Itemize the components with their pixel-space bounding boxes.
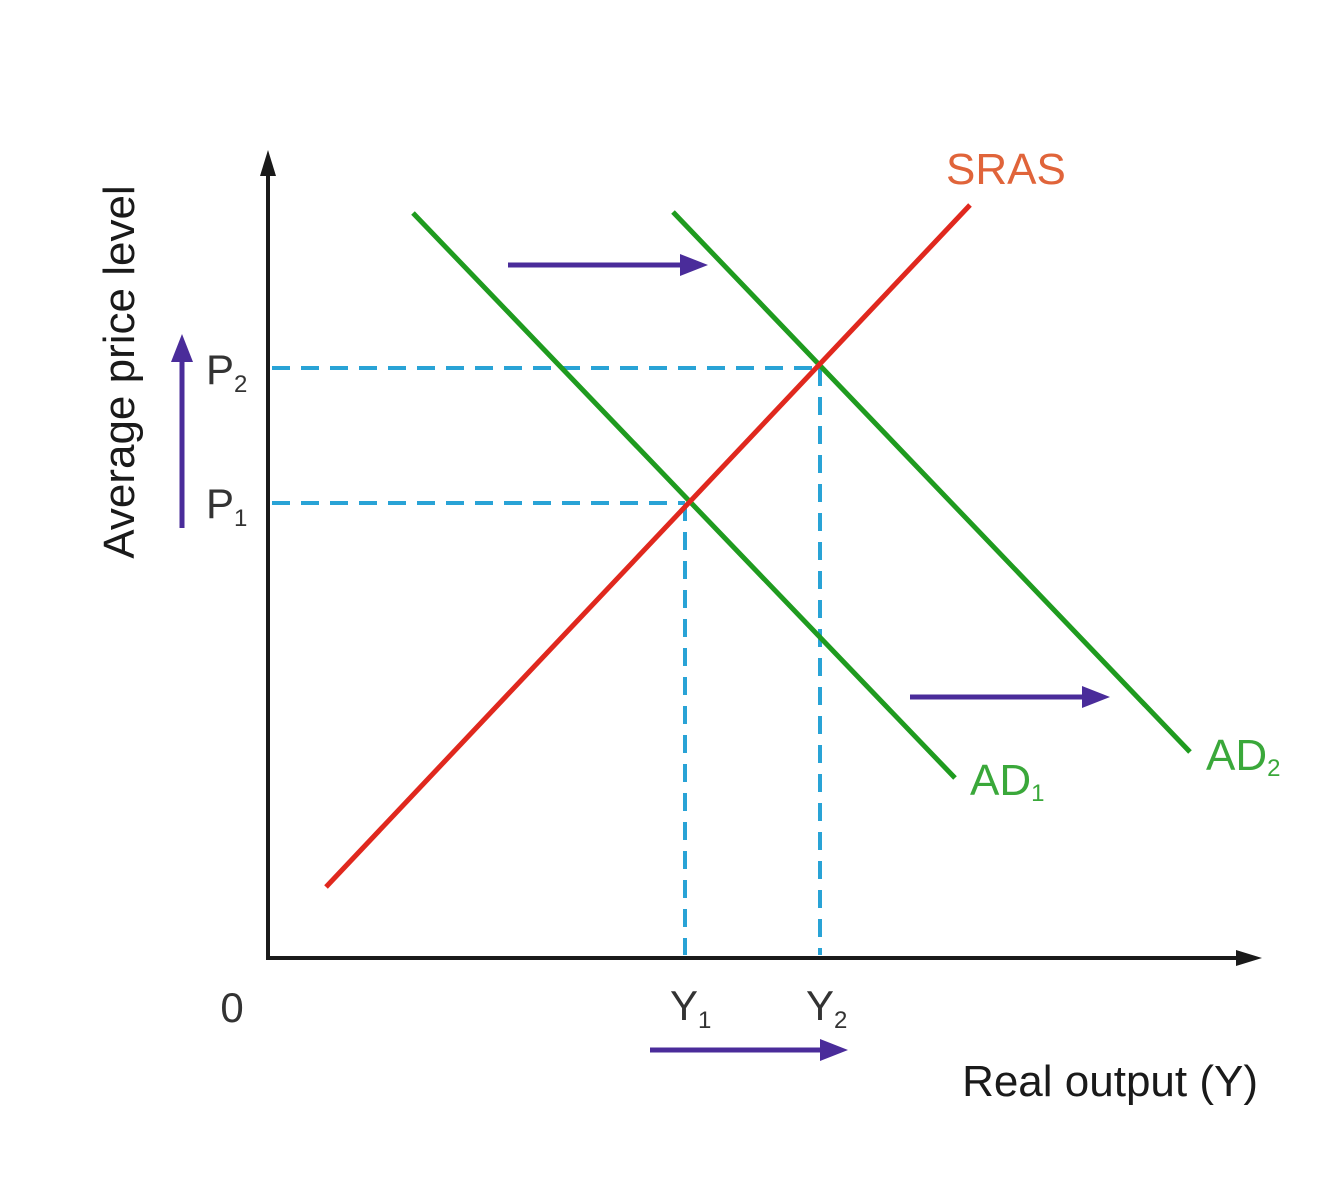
ad1-curve xyxy=(411,211,957,780)
ad2-label: AD2 xyxy=(1206,731,1280,782)
output-increase-arrowhead xyxy=(820,1039,848,1061)
ad-shift-arrowhead-top xyxy=(680,254,708,276)
ad1-label: AD1 xyxy=(970,756,1044,807)
y1-label: Y1 xyxy=(670,982,711,1034)
price-increase-arrowhead xyxy=(171,334,193,362)
p2-label: P2 xyxy=(206,346,247,398)
x-axis-title: Real output (Y) xyxy=(962,1057,1258,1106)
y-axis-title: Average price level xyxy=(95,185,144,558)
ad-shift-arrowhead-bottom xyxy=(1082,686,1110,708)
p1-label: P1 xyxy=(206,480,247,532)
y2-label: Y2 xyxy=(806,982,847,1034)
ad2-curve xyxy=(671,210,1192,754)
sras-label: SRAS xyxy=(946,145,1066,194)
y-axis-arrowhead xyxy=(260,150,276,176)
x-axis-arrowhead xyxy=(1236,950,1262,966)
sras-curve xyxy=(324,203,972,889)
origin-label: 0 xyxy=(220,984,243,1031)
